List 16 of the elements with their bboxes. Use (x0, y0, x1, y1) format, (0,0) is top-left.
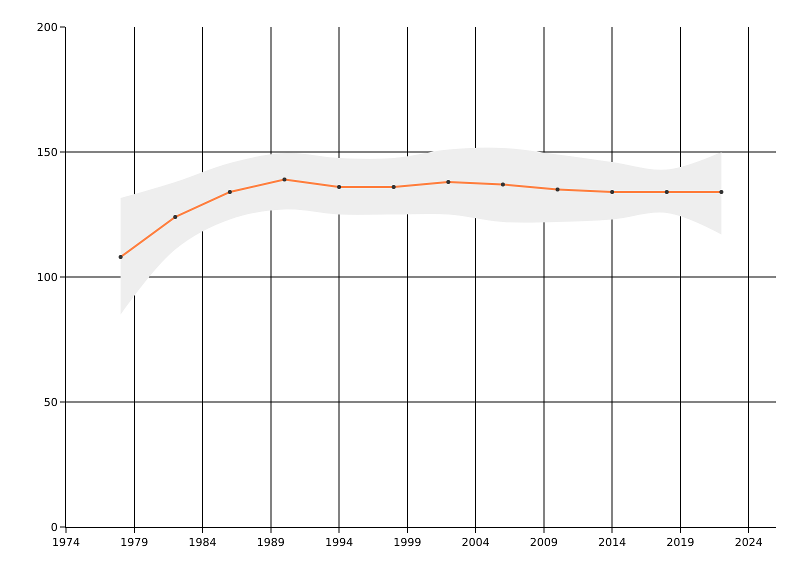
x-tick-label: 1994 (325, 536, 354, 550)
x-tick-label: 1984 (188, 536, 217, 550)
y-tick-label: 150 (36, 146, 58, 159)
x-tick-label: 2019 (666, 536, 694, 550)
y-tick-label: 100 (36, 270, 58, 284)
x-tick-label: 1979 (120, 536, 148, 550)
y-tick-label: 200 (36, 20, 58, 34)
x-tick-label: 1999 (393, 536, 422, 550)
y-tick-label: 50 (44, 396, 58, 409)
x-tick-label: 2004 (462, 536, 490, 550)
x-tick-label: 1989 (256, 536, 285, 550)
x-tick-label: 1974 (52, 536, 80, 550)
y-tick-label: 0 (50, 520, 58, 534)
x-tick-label: 2009 (530, 536, 558, 550)
x-tick-label: 2024 (734, 536, 763, 550)
x-tick-label: 2014 (598, 536, 626, 550)
